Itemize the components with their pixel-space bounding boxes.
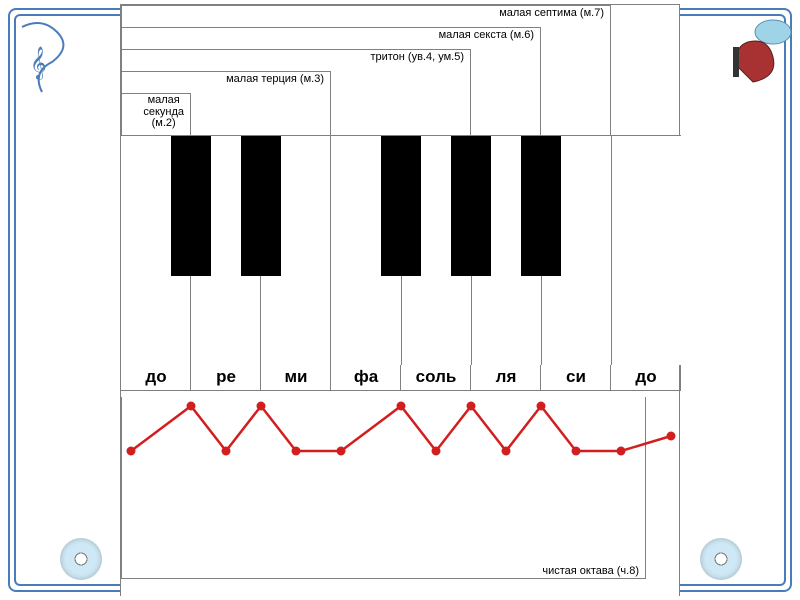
black-key: [171, 136, 211, 276]
svg-text:𝄞: 𝄞: [30, 47, 47, 80]
interval-label: малая септима (м.7): [497, 7, 606, 19]
piano-keyboard: [121, 135, 681, 365]
note-label: ре: [191, 367, 261, 387]
interval-label: тритон (ув.4, ум.5): [368, 51, 466, 63]
white-key: [612, 136, 681, 365]
note-label: си: [541, 367, 611, 387]
black-key: [451, 136, 491, 276]
intervals-diagram: малая септима (м.7) малая секста (м.6) три…: [120, 4, 680, 596]
cd-icon: [700, 538, 742, 580]
note-label: фа: [331, 367, 401, 387]
interval-label: малая терция (м.3): [224, 73, 326, 85]
note-label: до: [121, 367, 191, 387]
black-key: [381, 136, 421, 276]
interval-label: малая секста (м.6): [437, 29, 536, 41]
note-label: ля: [471, 367, 541, 387]
interval-label: чистая октава (ч.8): [540, 565, 641, 577]
interval-label: малаясекунда(м.2): [141, 95, 186, 130]
note-label: соль: [401, 367, 471, 387]
corner-decoration-tr: [718, 12, 788, 82]
interval-bracket-top: малаясекунда(м.2): [121, 93, 191, 135]
cd-icon: [60, 538, 102, 580]
black-key: [241, 136, 281, 276]
corner-decoration-tl: 𝄞: [12, 12, 82, 82]
note-label: до: [611, 367, 681, 387]
interval-bracket-bottom: чистая октава (ч.8): [121, 397, 646, 579]
black-key: [521, 136, 561, 276]
note-label: ми: [261, 367, 331, 387]
